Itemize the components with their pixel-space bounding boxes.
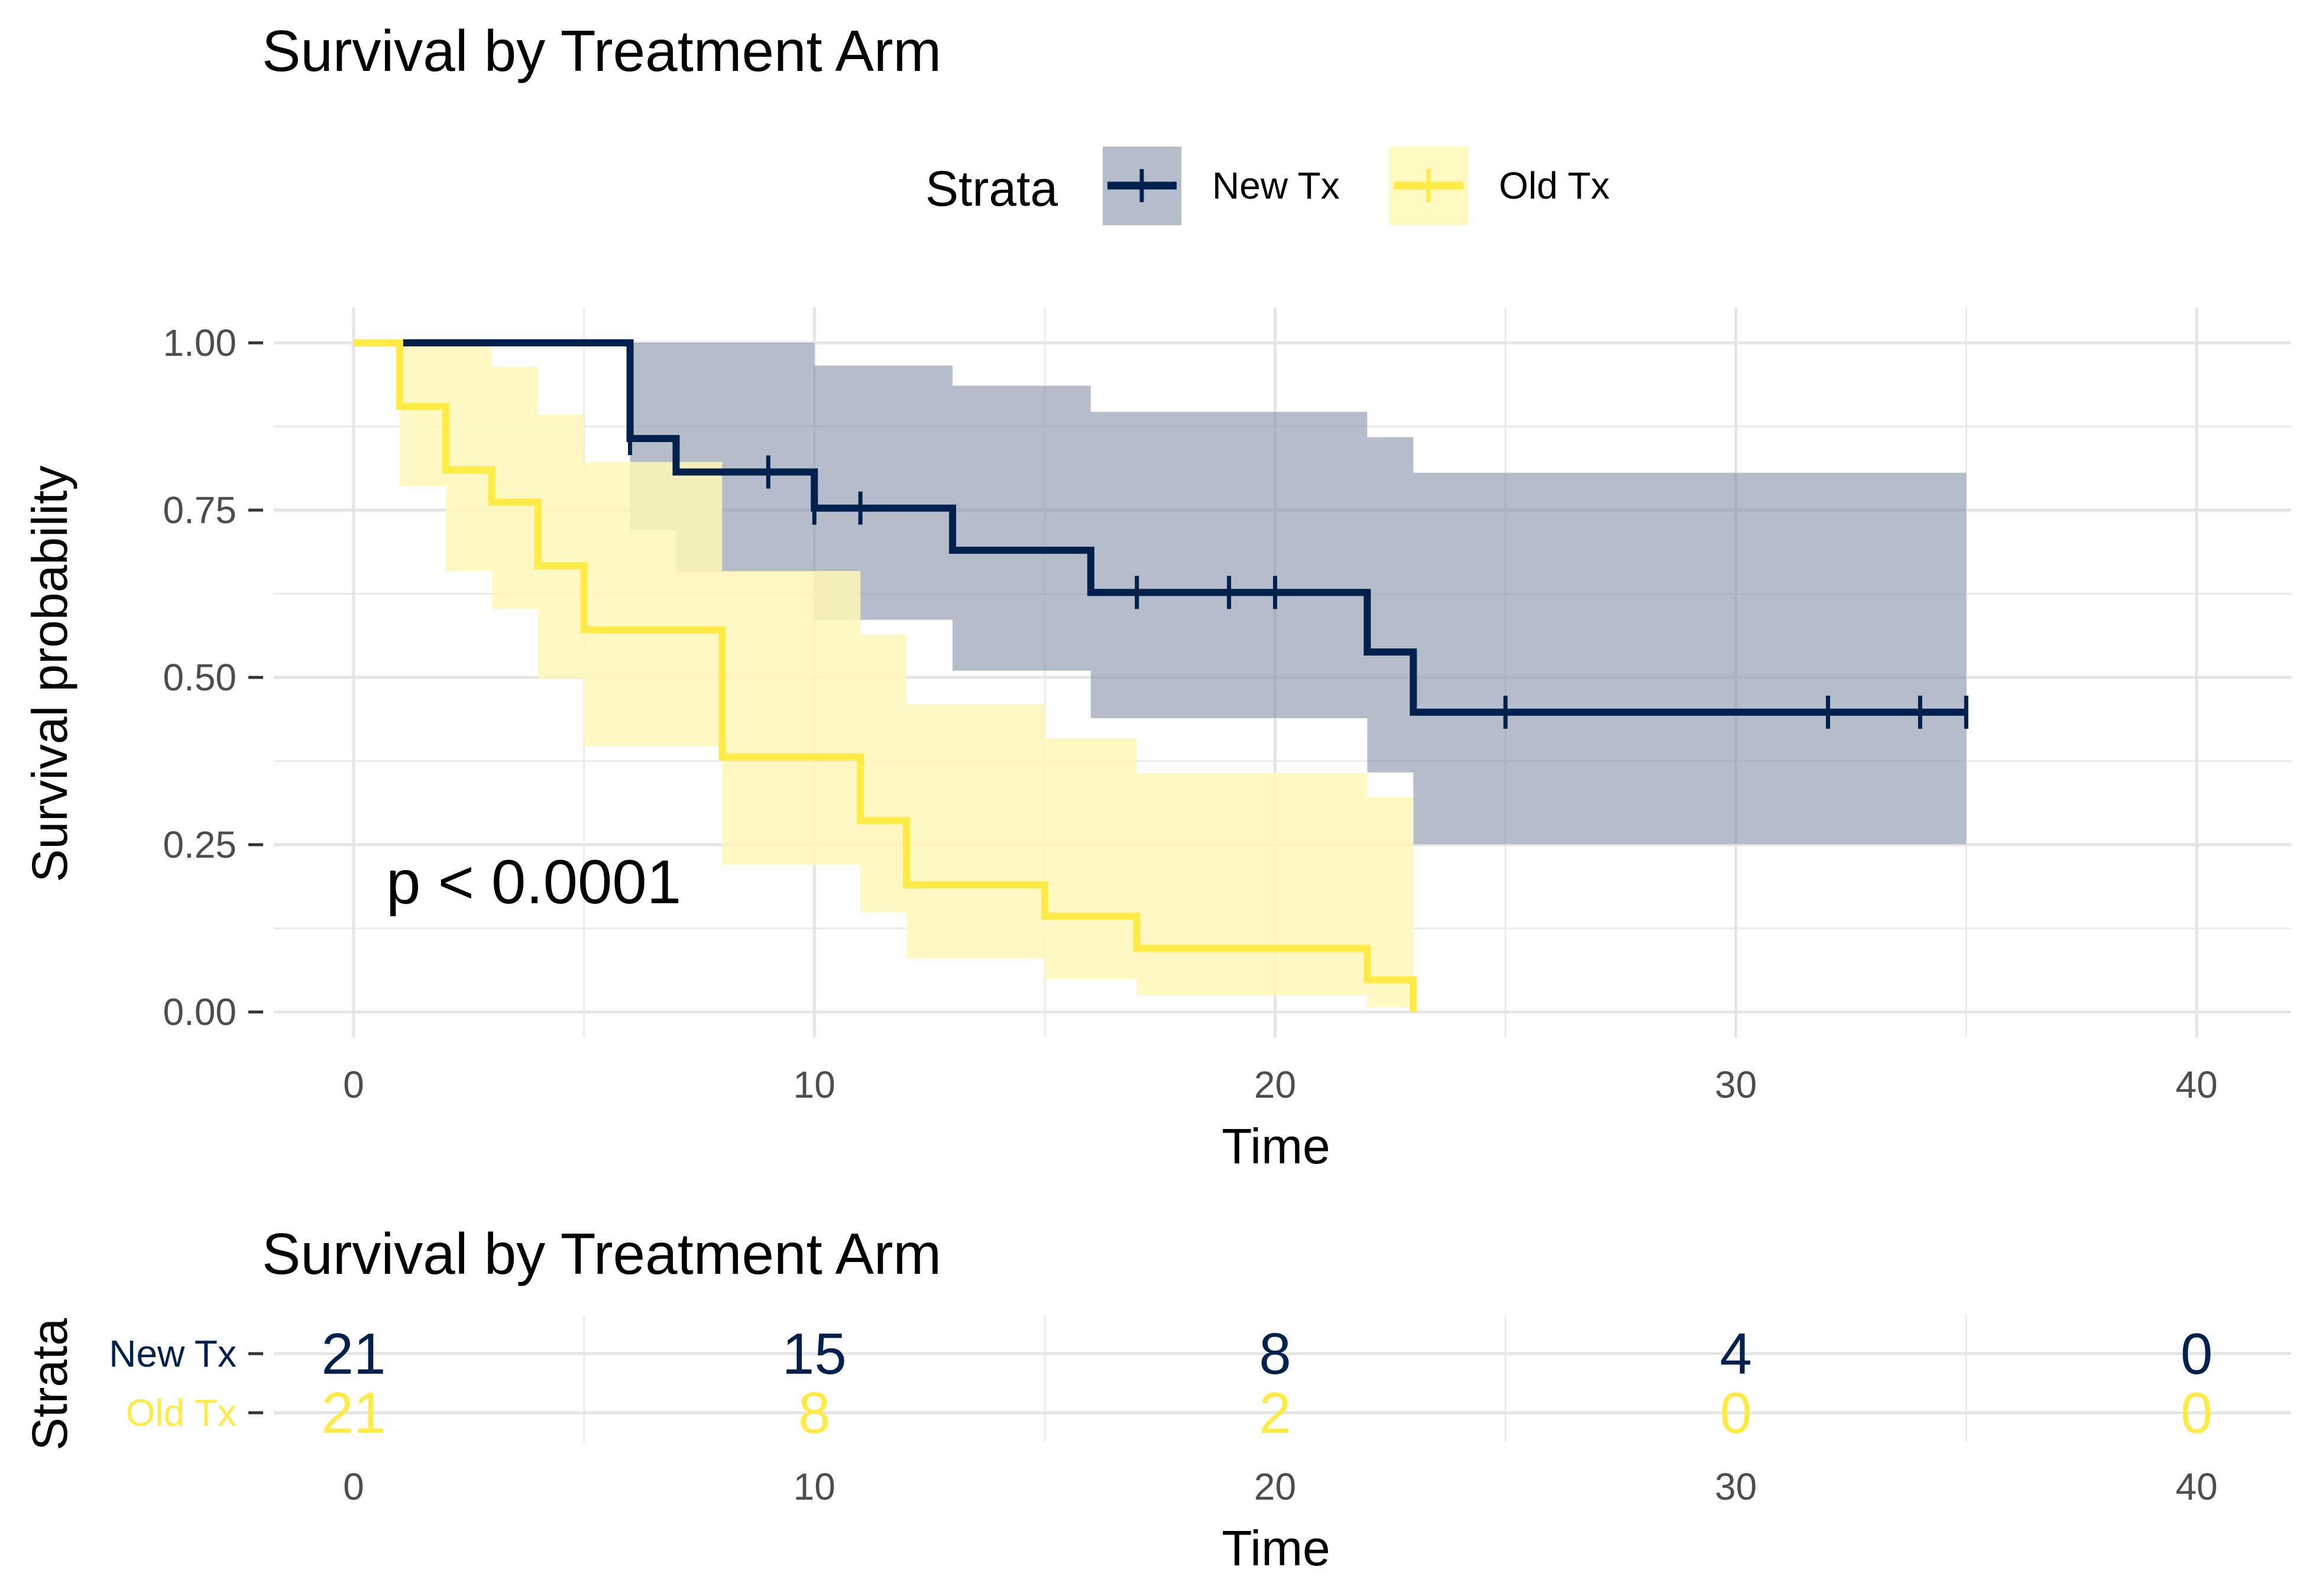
risk-count-old-tx: 2 — [1259, 1380, 1291, 1445]
y-tick-label: 0.75 — [163, 489, 237, 531]
chart-title: Survival by Treatment Arm — [262, 18, 941, 83]
legend-label-new-tx: New Tx — [1212, 164, 1340, 207]
risk-count-old-tx: 0 — [1719, 1380, 1752, 1445]
risk-table-x-axis: 0 10 20 30 40 — [343, 1465, 2217, 1508]
legend: Strata New Tx Old Tx — [925, 147, 1609, 225]
survival-curves — [354, 339, 1967, 1012]
risk-count-new-tx: 15 — [782, 1321, 847, 1386]
risk-table-title: Survival by Treatment Arm — [262, 1221, 941, 1286]
x-axis-title: Time — [1222, 1118, 1330, 1174]
risk-table-x-axis-title: Time — [1222, 1520, 1330, 1576]
x-tick-label: 20 — [1254, 1063, 1296, 1106]
x-tick-label: 40 — [2175, 1063, 2217, 1106]
censor-marks — [628, 421, 1968, 729]
y-axis: 0.00 0.25 0.50 0.75 1.00 — [163, 322, 263, 1033]
risk-table-grid — [274, 1315, 2291, 1442]
risk-count-new-tx: 21 — [321, 1321, 386, 1386]
p-value-annotation: p < 0.0001 — [386, 848, 681, 917]
risk-table-cells: 21 15 8 4 021 8 2 0 0 — [321, 1321, 2213, 1445]
risk-count-new-tx: 8 — [1259, 1321, 1291, 1386]
y-tick-label: 0.00 — [163, 991, 237, 1033]
y-tick-label: 1.00 — [163, 322, 237, 364]
risk-table-strata-labels: New Tx Old Tx — [109, 1332, 263, 1434]
risk-strata-label-old-tx: Old Tx — [126, 1391, 237, 1434]
x-tick-label: 10 — [794, 1063, 835, 1106]
y-tick-label: 0.25 — [163, 823, 237, 866]
x-tick-label: 0 — [343, 1063, 364, 1106]
risk-x-tick-label: 40 — [2175, 1465, 2217, 1508]
x-tick-label: 30 — [1715, 1063, 1757, 1106]
risk-strata-label-new-tx: New Tx — [109, 1332, 237, 1375]
y-tick-label: 0.50 — [163, 656, 237, 699]
risk-x-tick-label: 20 — [1254, 1465, 1296, 1508]
risk-table-y-axis-title: Strata — [22, 1318, 77, 1451]
risk-x-tick-label: 30 — [1715, 1465, 1757, 1508]
risk-count-old-tx: 21 — [321, 1380, 386, 1445]
risk-count-new-tx: 4 — [1719, 1321, 1752, 1386]
risk-count-old-tx: 8 — [798, 1380, 831, 1445]
risk-x-tick-label: 0 — [343, 1465, 364, 1508]
risk-count-old-tx: 0 — [2181, 1380, 2213, 1445]
risk-count-new-tx: 0 — [2181, 1321, 2213, 1386]
risk-x-tick-label: 10 — [794, 1465, 835, 1508]
legend-title: Strata — [925, 161, 1058, 216]
survival-curve-old-tx — [354, 339, 1417, 1012]
x-axis: 0 10 20 30 40 — [343, 1063, 2217, 1106]
survival-curve-new-tx — [354, 339, 1967, 716]
confidence-band-old-tx — [354, 343, 1414, 1008]
y-axis-title: Survival probability — [22, 466, 77, 883]
legend-label-old-tx: Old Tx — [1499, 164, 1609, 207]
